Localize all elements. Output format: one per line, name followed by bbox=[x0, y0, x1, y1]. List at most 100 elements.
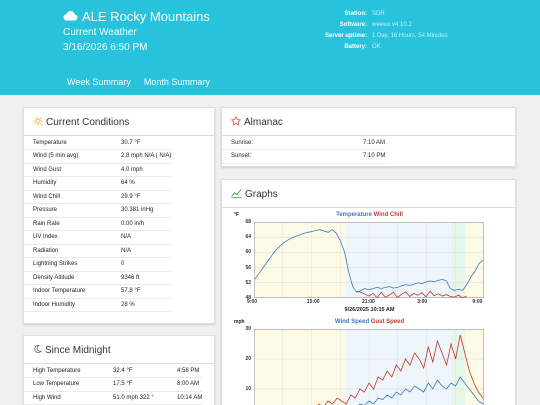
y-tick-label: 10 bbox=[245, 386, 251, 392]
condition-row: Density Altitude 9346 ft bbox=[24, 271, 172, 285]
series-line-1 bbox=[317, 334, 484, 405]
condition-row: UV Index N/A bbox=[24, 230, 172, 245]
condition-label: Radiation bbox=[24, 244, 112, 258]
temperature-chart bbox=[254, 222, 484, 298]
series-line-0 bbox=[254, 229, 484, 293]
condition-row: Temperature 30.7 °F bbox=[24, 136, 172, 150]
night-band bbox=[346, 222, 457, 298]
condition-label: Indoor Humidity bbox=[24, 298, 112, 312]
almanac-card: Almanac Sunrise: 7:10 AM Sunset: 7:10 PM bbox=[221, 107, 516, 167]
condition-row: Wind Chill 29.9 °F bbox=[24, 190, 172, 204]
series-line-0 bbox=[358, 376, 484, 405]
graphs-card: Graphs Temperature Wind Chill °F 68 64 60 5… bbox=[221, 179, 516, 405]
station-info: Station: SDR Software: weewx v4.10.2 Ser… bbox=[300, 9, 448, 53]
station-title-text: ALE Rocky Mountains bbox=[82, 9, 210, 24]
condition-value: 28 % bbox=[112, 298, 172, 312]
header: ALE Rocky Mountains Current Weather 3/16… bbox=[0, 0, 540, 95]
condition-value: 57.8 °F bbox=[112, 284, 172, 299]
since-midnight-value: 8:00 AM bbox=[168, 377, 203, 392]
condition-value: 64 % bbox=[112, 176, 172, 191]
almanac-label: Sunset: bbox=[222, 149, 354, 164]
wind-unit-label: mph bbox=[234, 319, 245, 325]
chart-title-part: Wind Chill bbox=[373, 212, 403, 218]
x-tick-label: 9:00 bbox=[472, 299, 483, 305]
cloud-icon bbox=[63, 9, 78, 24]
x-tick-label: 15:00 bbox=[306, 299, 320, 305]
condition-row: Wind Gust 4.0 mph bbox=[24, 163, 172, 177]
x-tick-label: 3:00 bbox=[417, 299, 428, 305]
nav-links: Week Summary Month Summary bbox=[67, 77, 210, 87]
condition-label: Wind Chill bbox=[24, 190, 112, 204]
y-tick-label: 60 bbox=[245, 249, 251, 256]
card-title: Almanac bbox=[222, 108, 515, 136]
condition-value: N/A bbox=[112, 230, 172, 245]
info-key: Battery: bbox=[344, 44, 367, 50]
dawn-band bbox=[451, 222, 466, 298]
condition-row: Pressure 30.381 inHg bbox=[24, 203, 172, 218]
since-midnight-table: High Temperature 32.4 °F 4:58 PM Low Temper… bbox=[24, 364, 203, 405]
x-tick-label: 21:00 bbox=[362, 299, 375, 305]
chart-title-part: Temperature bbox=[336, 212, 372, 218]
y-tick-label: 68 bbox=[245, 219, 251, 225]
condition-row: Humidity 64 % bbox=[24, 176, 172, 191]
condition-value: N/A bbox=[112, 244, 172, 258]
plot-border bbox=[254, 222, 484, 298]
since-midnight-card: Since Midnight High Temperature 32.4 °F 4:… bbox=[23, 335, 215, 405]
temperature-chart-title: Temperature Wind Chill bbox=[222, 212, 517, 218]
almanac-table: Sunrise: 7:10 AM Sunset: 7:10 PM bbox=[222, 136, 386, 164]
star-icon bbox=[230, 115, 242, 129]
y-tick-label: 52 bbox=[245, 279, 251, 286]
y-tick-label: 56 bbox=[245, 264, 251, 271]
condition-value: 30.7 °F bbox=[112, 136, 172, 150]
condition-value: 29.9 °F bbox=[112, 190, 172, 204]
condition-row: Rain Rate 0.00 in/h bbox=[24, 217, 172, 231]
card-title-text: Current Conditions bbox=[46, 117, 130, 128]
almanac-label: Sunrise: bbox=[222, 136, 354, 150]
condition-value: 0.00 in/h bbox=[112, 217, 172, 231]
since-midnight-value: 51.0 mph 322 ° bbox=[104, 391, 168, 405]
condition-label: Temperature bbox=[24, 136, 112, 150]
condition-row: Radiation N/A bbox=[24, 244, 172, 258]
condition-label: Pressure bbox=[24, 203, 112, 218]
sun-icon bbox=[33, 116, 43, 129]
plot-border bbox=[254, 329, 484, 405]
page-subtitle: Current Weather bbox=[63, 27, 137, 38]
y-tick-label: 20 bbox=[245, 356, 251, 362]
current-conditions-card: Current Conditions Temperature 30.7 °F Win… bbox=[23, 107, 215, 324]
since-midnight-value: 17.5 °F bbox=[104, 377, 168, 392]
card-title: Graphs bbox=[222, 180, 515, 208]
info-key: Station: bbox=[344, 11, 367, 17]
info-value: weewx v4.10.2 bbox=[372, 22, 412, 28]
condition-label: Indoor Temperature bbox=[24, 284, 112, 299]
x-tick-label: 9:00 bbox=[247, 299, 258, 305]
condition-value: 0 bbox=[112, 257, 172, 272]
info-row-software: Software: weewx v4.10.2 bbox=[300, 20, 448, 31]
card-title-text: Almanac bbox=[244, 117, 283, 128]
condition-row: Indoor Temperature 57.8 °F bbox=[24, 284, 172, 299]
since-midnight-label: Low Temperature bbox=[24, 377, 104, 392]
dawn-band bbox=[451, 329, 466, 405]
wind-chart bbox=[254, 329, 484, 405]
info-row-battery: Battery: OK bbox=[300, 42, 448, 53]
chart-title-part: Gust Speed bbox=[370, 319, 405, 325]
moon-icon bbox=[33, 344, 43, 357]
y-tick-label: 64 bbox=[245, 234, 251, 241]
chart-datestamp: 9/26/2025 10:15 AM bbox=[344, 307, 395, 313]
y-tick-label: 30 bbox=[245, 326, 251, 332]
station-title: ALE Rocky Mountains bbox=[63, 9, 210, 24]
card-title-text: Graphs bbox=[245, 189, 278, 200]
condition-label: Rain Rate bbox=[24, 217, 112, 231]
wind-chart-title: Wind Speed Gust Speed bbox=[222, 319, 517, 325]
since-midnight-value: 32.4 °F bbox=[104, 364, 168, 378]
night-band bbox=[346, 329, 457, 405]
almanac-value: 7:10 AM bbox=[354, 136, 386, 150]
nav-week-summary-link[interactable]: Week Summary bbox=[67, 77, 131, 87]
since-midnight-label: High Temperature bbox=[24, 364, 104, 378]
info-value: SDR bbox=[372, 11, 385, 17]
since-midnight-row: High Temperature 32.4 °F 4:58 PM bbox=[24, 364, 203, 378]
nav-month-summary-link[interactable]: Month Summary bbox=[143, 77, 210, 87]
condition-label: UV Index bbox=[24, 230, 112, 245]
since-midnight-row: Low Temperature 17.5 °F 8:00 AM bbox=[24, 377, 203, 392]
info-value: 1 Day, 16 Hours, 54 Minutes bbox=[372, 33, 448, 39]
condition-label: Wind (5 min avg) bbox=[24, 149, 112, 164]
